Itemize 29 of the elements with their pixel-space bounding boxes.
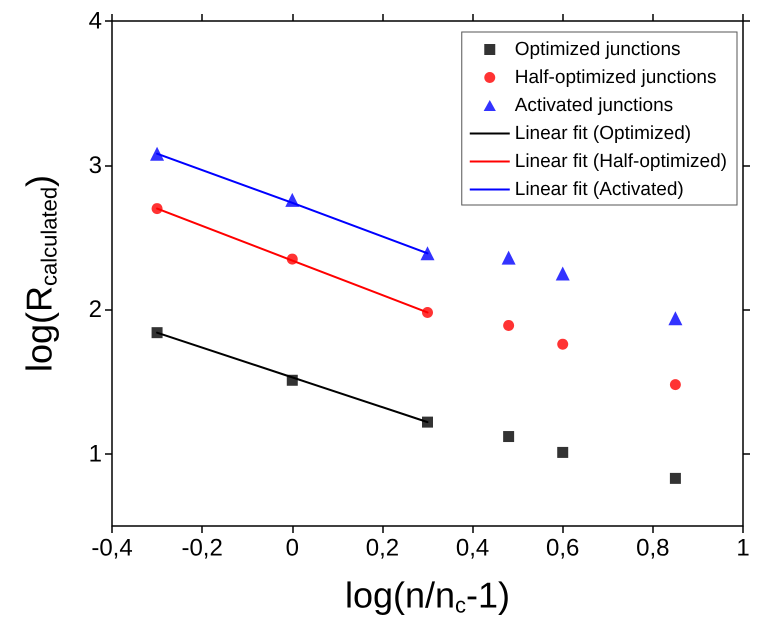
point [557, 338, 568, 350]
y-tick-label: 4 [88, 8, 102, 34]
x-tick-label: -0,2 [181, 534, 223, 562]
legend-label: Linear fit (Optimized) [514, 123, 692, 144]
point [670, 472, 681, 484]
y-tick-label: 3 [88, 152, 102, 179]
y-axis-title: log(Rcalculated) [18, 174, 62, 372]
x-tick-label: 1 [736, 534, 750, 562]
legend-label: Half-optimized junctions [514, 67, 716, 88]
y-tick-label: 1 [88, 440, 102, 468]
point [668, 311, 682, 326]
x-tick-label: 0,8 [636, 534, 670, 562]
x-tick-label: 0,6 [546, 534, 580, 562]
point [556, 266, 570, 280]
point [670, 379, 681, 390]
point [503, 320, 514, 331]
x-tick-label: 0 [286, 534, 299, 562]
point [502, 250, 516, 265]
x-tick-label: -0,4 [91, 534, 133, 562]
x-tick-label: 0,2 [366, 534, 400, 562]
x-tick-label: 0,4 [456, 534, 490, 562]
point [557, 446, 568, 458]
legend-label: Linear fit (Half-optimized) [514, 151, 728, 172]
point [503, 431, 514, 442]
legend-label: Linear fit (Activated) [514, 179, 684, 200]
legend-label: Optimized junctions [514, 39, 681, 60]
point [420, 246, 434, 260]
legend-label: Activated junctions [514, 95, 674, 116]
y-tick-label: 2 [88, 296, 102, 324]
